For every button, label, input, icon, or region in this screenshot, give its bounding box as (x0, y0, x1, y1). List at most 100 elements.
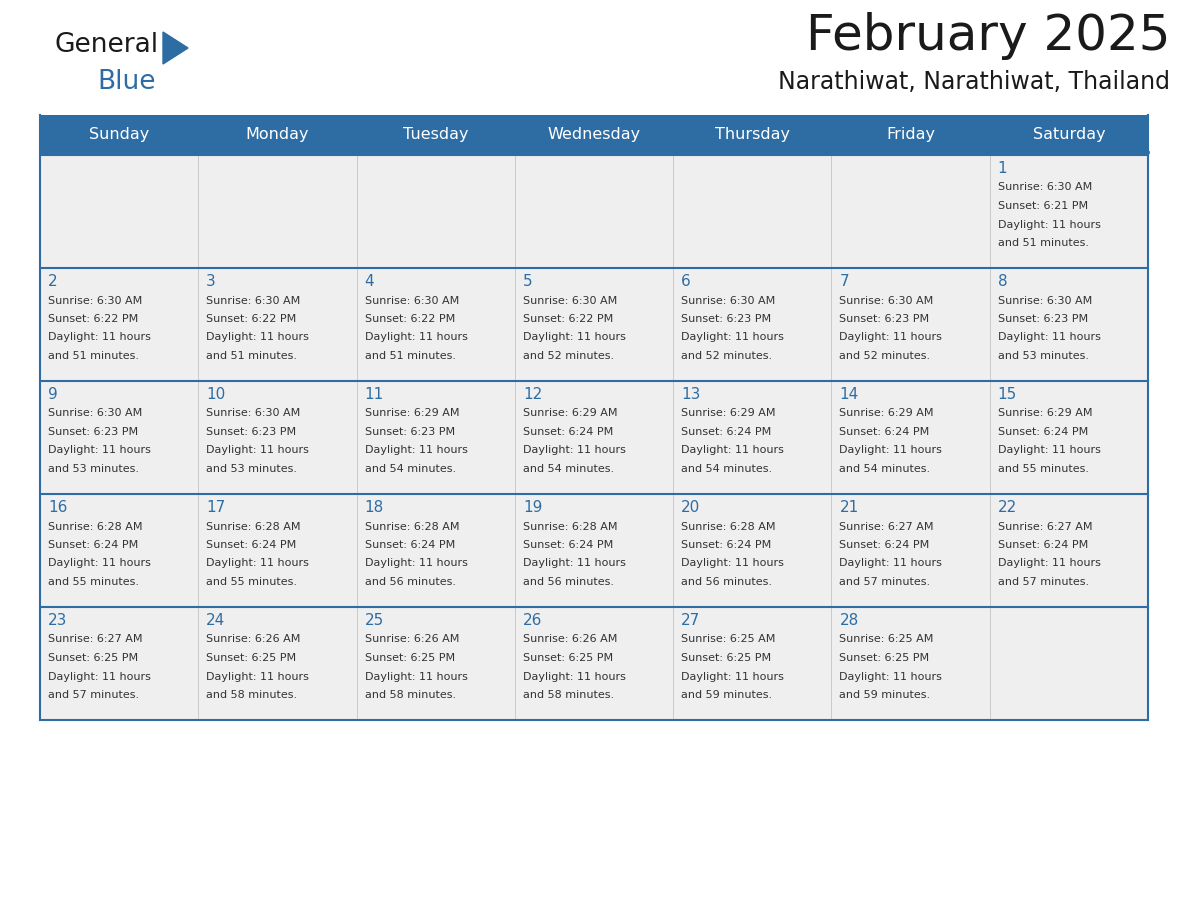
Text: 13: 13 (681, 387, 701, 402)
Text: 6: 6 (681, 274, 691, 289)
Text: Monday: Monday (246, 128, 309, 142)
Text: 10: 10 (207, 387, 226, 402)
Text: Wednesday: Wednesday (548, 128, 640, 142)
Text: Daylight: 11 hours: Daylight: 11 hours (523, 445, 626, 455)
Text: 22: 22 (998, 500, 1017, 515)
Bar (40, 381, 1148, 494)
Text: Sunrise: 6:26 AM: Sunrise: 6:26 AM (207, 634, 301, 644)
Text: Sunset: 6:23 PM: Sunset: 6:23 PM (207, 427, 297, 437)
Text: 17: 17 (207, 500, 226, 515)
Text: and 59 minutes.: and 59 minutes. (681, 690, 772, 700)
Text: Daylight: 11 hours: Daylight: 11 hours (523, 558, 626, 568)
Text: Sunrise: 6:26 AM: Sunrise: 6:26 AM (523, 634, 618, 644)
Text: Sunrise: 6:30 AM: Sunrise: 6:30 AM (48, 296, 143, 306)
Text: Sunset: 6:24 PM: Sunset: 6:24 PM (681, 427, 771, 437)
Text: and 52 minutes.: and 52 minutes. (681, 351, 772, 361)
Text: February 2025: February 2025 (805, 12, 1170, 60)
Text: and 51 minutes.: and 51 minutes. (365, 351, 455, 361)
Text: and 54 minutes.: and 54 minutes. (840, 464, 930, 474)
Text: Sunrise: 6:29 AM: Sunrise: 6:29 AM (998, 409, 1092, 419)
Text: and 52 minutes.: and 52 minutes. (523, 351, 614, 361)
Text: Daylight: 11 hours: Daylight: 11 hours (48, 332, 151, 342)
Text: 2: 2 (48, 274, 58, 289)
Text: Sunrise: 6:25 AM: Sunrise: 6:25 AM (681, 634, 776, 644)
Bar (40, 115, 1148, 155)
Text: Sunrise: 6:28 AM: Sunrise: 6:28 AM (207, 521, 301, 532)
Text: Sunset: 6:24 PM: Sunset: 6:24 PM (840, 540, 930, 550)
Text: Sunrise: 6:26 AM: Sunrise: 6:26 AM (365, 634, 459, 644)
Text: Saturday: Saturday (1032, 128, 1105, 142)
Text: Daylight: 11 hours: Daylight: 11 hours (365, 445, 467, 455)
Text: and 56 minutes.: and 56 minutes. (523, 577, 614, 587)
Text: Narathiwat, Narathiwat, Thailand: Narathiwat, Narathiwat, Thailand (778, 70, 1170, 94)
Text: Sunset: 6:25 PM: Sunset: 6:25 PM (840, 653, 929, 663)
Text: Daylight: 11 hours: Daylight: 11 hours (365, 332, 467, 342)
Text: and 56 minutes.: and 56 minutes. (365, 577, 455, 587)
Text: Sunday: Sunday (89, 128, 150, 142)
Text: General: General (55, 32, 159, 58)
Text: Sunset: 6:22 PM: Sunset: 6:22 PM (48, 314, 138, 324)
Text: 19: 19 (523, 500, 542, 515)
Text: Sunrise: 6:27 AM: Sunrise: 6:27 AM (840, 521, 934, 532)
Text: Sunrise: 6:30 AM: Sunrise: 6:30 AM (681, 296, 776, 306)
Text: and 55 minutes.: and 55 minutes. (998, 464, 1088, 474)
Polygon shape (163, 32, 188, 64)
Text: Sunrise: 6:30 AM: Sunrise: 6:30 AM (523, 296, 617, 306)
Text: Sunrise: 6:29 AM: Sunrise: 6:29 AM (365, 409, 459, 419)
Text: Daylight: 11 hours: Daylight: 11 hours (681, 558, 784, 568)
Text: 18: 18 (365, 500, 384, 515)
Text: Sunrise: 6:27 AM: Sunrise: 6:27 AM (48, 634, 143, 644)
Text: Sunset: 6:25 PM: Sunset: 6:25 PM (365, 653, 455, 663)
Text: Sunset: 6:22 PM: Sunset: 6:22 PM (365, 314, 455, 324)
Text: and 57 minutes.: and 57 minutes. (840, 577, 930, 587)
Text: Daylight: 11 hours: Daylight: 11 hours (365, 671, 467, 681)
Text: Daylight: 11 hours: Daylight: 11 hours (998, 219, 1100, 230)
Text: Daylight: 11 hours: Daylight: 11 hours (523, 332, 626, 342)
Text: Sunset: 6:24 PM: Sunset: 6:24 PM (840, 427, 930, 437)
Text: 12: 12 (523, 387, 542, 402)
Text: Sunset: 6:21 PM: Sunset: 6:21 PM (998, 201, 1088, 211)
Text: Sunset: 6:24 PM: Sunset: 6:24 PM (681, 540, 771, 550)
Text: and 53 minutes.: and 53 minutes. (48, 464, 139, 474)
Text: 4: 4 (365, 274, 374, 289)
Text: Thursday: Thursday (715, 128, 790, 142)
Text: and 55 minutes.: and 55 minutes. (48, 577, 139, 587)
Text: Daylight: 11 hours: Daylight: 11 hours (681, 671, 784, 681)
Text: Daylight: 11 hours: Daylight: 11 hours (681, 445, 784, 455)
Text: 16: 16 (48, 500, 68, 515)
Bar (40, 494, 1148, 607)
Text: Sunset: 6:25 PM: Sunset: 6:25 PM (681, 653, 771, 663)
Text: 24: 24 (207, 613, 226, 628)
Text: Daylight: 11 hours: Daylight: 11 hours (998, 445, 1100, 455)
Text: Sunrise: 6:28 AM: Sunrise: 6:28 AM (523, 521, 618, 532)
Text: Daylight: 11 hours: Daylight: 11 hours (840, 671, 942, 681)
Text: and 56 minutes.: and 56 minutes. (681, 577, 772, 587)
Text: Sunrise: 6:30 AM: Sunrise: 6:30 AM (207, 296, 301, 306)
Text: Sunrise: 6:25 AM: Sunrise: 6:25 AM (840, 634, 934, 644)
Text: Sunset: 6:24 PM: Sunset: 6:24 PM (207, 540, 297, 550)
Text: 1: 1 (998, 161, 1007, 176)
Text: Sunrise: 6:30 AM: Sunrise: 6:30 AM (998, 296, 1092, 306)
Text: 15: 15 (998, 387, 1017, 402)
Text: Daylight: 11 hours: Daylight: 11 hours (840, 558, 942, 568)
Text: Daylight: 11 hours: Daylight: 11 hours (48, 671, 151, 681)
Text: Sunset: 6:23 PM: Sunset: 6:23 PM (840, 314, 929, 324)
Text: Daylight: 11 hours: Daylight: 11 hours (48, 558, 151, 568)
Text: 25: 25 (365, 613, 384, 628)
Text: Sunset: 6:24 PM: Sunset: 6:24 PM (365, 540, 455, 550)
Text: and 59 minutes.: and 59 minutes. (840, 690, 930, 700)
Text: and 51 minutes.: and 51 minutes. (207, 351, 297, 361)
Text: Sunset: 6:22 PM: Sunset: 6:22 PM (207, 314, 297, 324)
Text: Daylight: 11 hours: Daylight: 11 hours (998, 558, 1100, 568)
Bar (40, 268, 1148, 381)
Text: 23: 23 (48, 613, 68, 628)
Text: Tuesday: Tuesday (403, 128, 468, 142)
Text: Sunrise: 6:29 AM: Sunrise: 6:29 AM (840, 409, 934, 419)
Text: and 53 minutes.: and 53 minutes. (207, 464, 297, 474)
Text: Sunrise: 6:30 AM: Sunrise: 6:30 AM (365, 296, 459, 306)
Text: 21: 21 (840, 500, 859, 515)
Text: Sunset: 6:23 PM: Sunset: 6:23 PM (681, 314, 771, 324)
Text: 14: 14 (840, 387, 859, 402)
Text: Sunrise: 6:29 AM: Sunrise: 6:29 AM (681, 409, 776, 419)
Text: Sunrise: 6:28 AM: Sunrise: 6:28 AM (48, 521, 143, 532)
